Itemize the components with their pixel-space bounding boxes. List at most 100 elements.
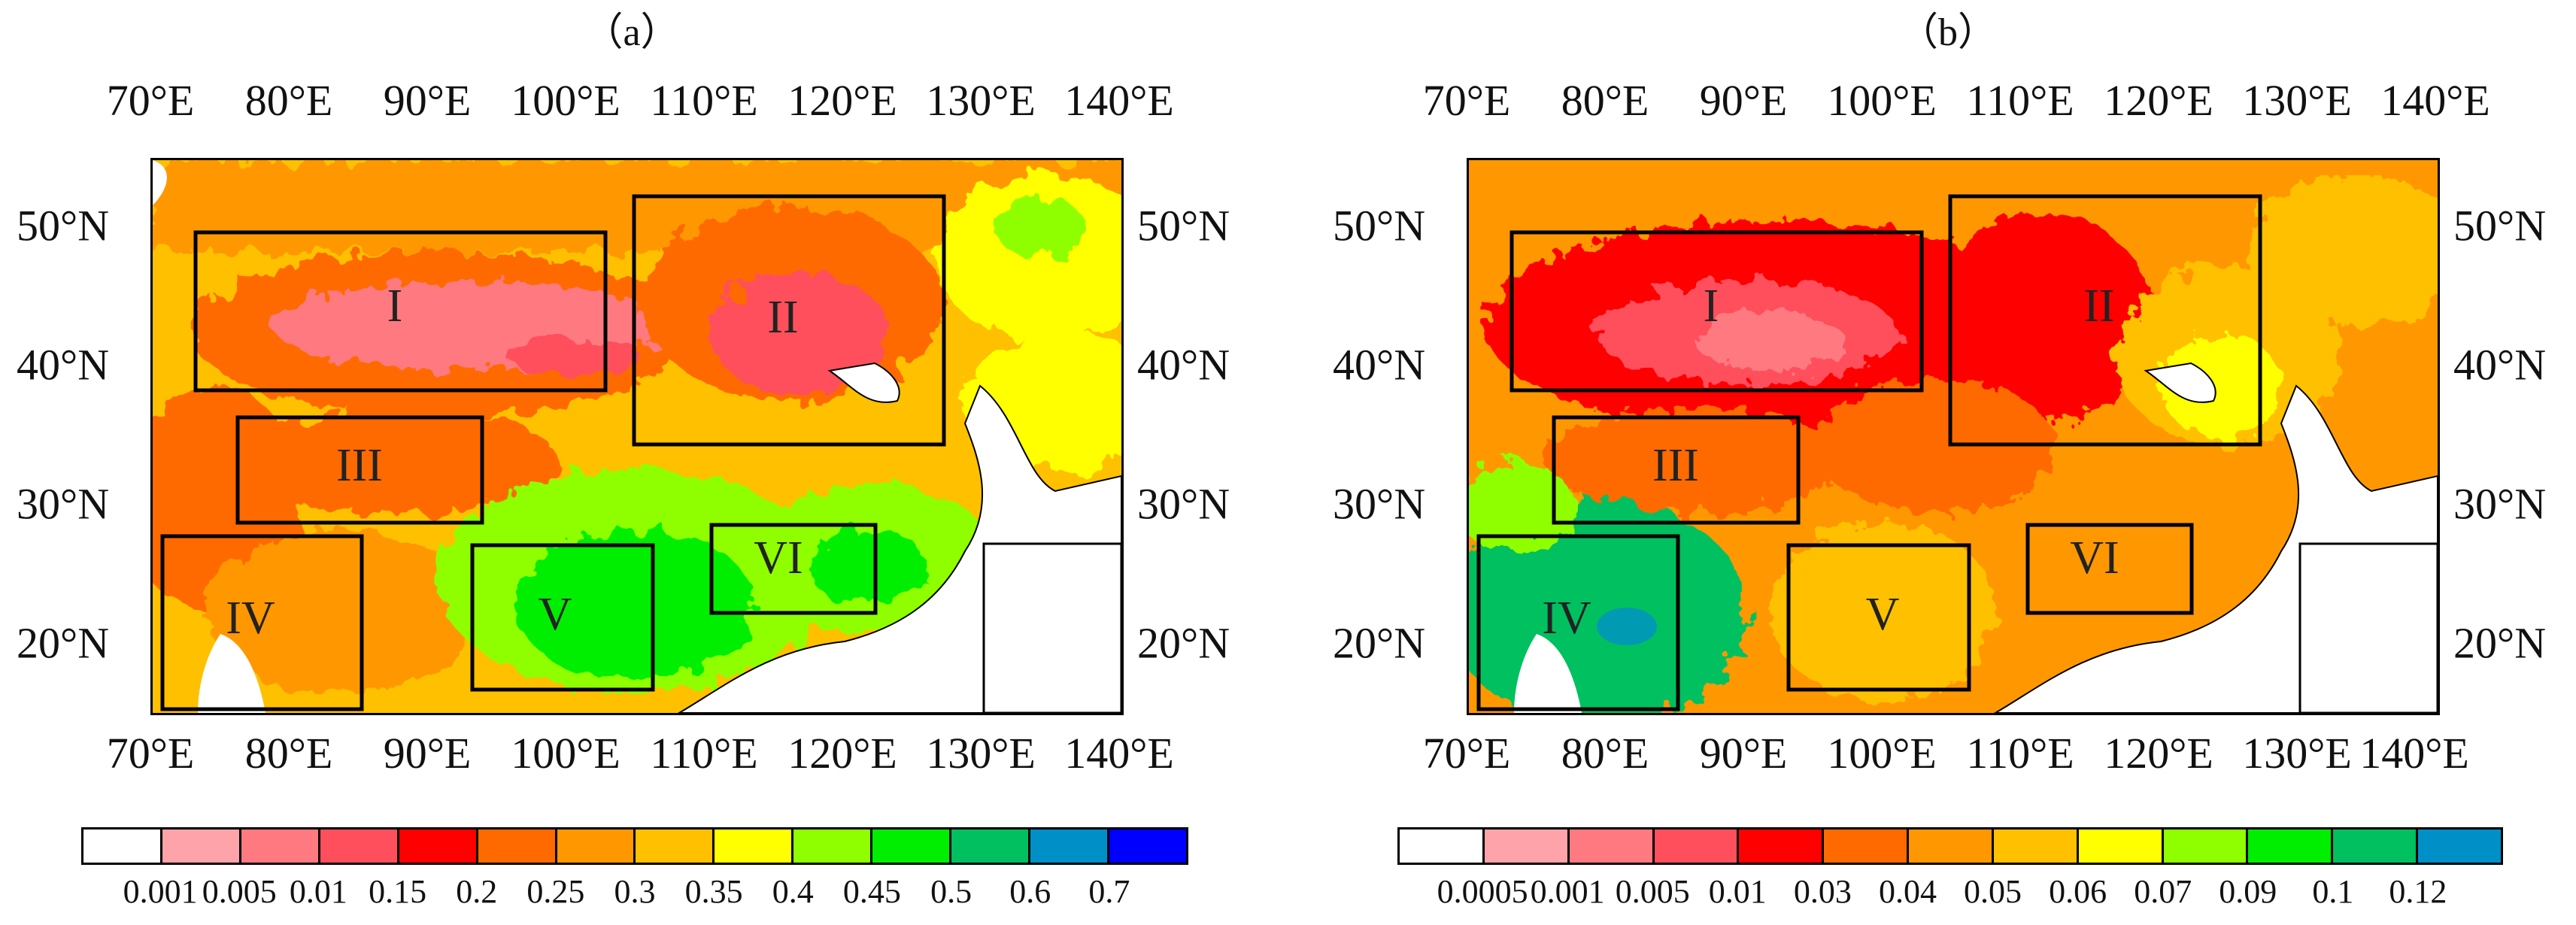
panel-a-region-box-2 <box>632 194 946 447</box>
panel-a-map: I II III IV V VI <box>150 158 1124 715</box>
colorbar-cell <box>83 829 162 863</box>
panel-a-lon-bottom-140: 140°E <box>1064 729 1174 778</box>
panel-a-lat-left-40: 40°N <box>17 340 110 390</box>
colorbar-cell <box>2163 829 2249 863</box>
panel-a-lon-top-130: 130°E <box>926 76 1036 125</box>
panel-b-region-box-4 <box>1476 534 1680 711</box>
colorbar-cell <box>872 829 952 863</box>
colorbar-tick-label: 0.005 <box>202 873 277 910</box>
colorbar-cell <box>2078 829 2164 863</box>
panel-b-lat-left-40: 40°N <box>1333 340 1426 390</box>
panel-a-colorbar <box>81 827 1188 865</box>
panel-b-region-label-1: I <box>1704 281 1719 332</box>
panel-b-lon-top-140: 140°E <box>2380 76 2490 125</box>
colorbar-tick-label: 0.5 <box>930 873 972 910</box>
panel-b-region-box-5 <box>1786 543 1971 692</box>
colorbar-tick-label: 0.06 <box>2049 873 2107 910</box>
panel-a-region-box-5 <box>470 543 655 692</box>
colorbar-tick-label: 0.7 <box>1088 873 1130 910</box>
panel-a-lat-right-40: 40°N <box>1137 340 1230 390</box>
colorbar-cell <box>399 829 478 863</box>
panel-b-lon-bottom-120: 120°E <box>2104 729 2213 778</box>
panel-a-lat-left-20: 20°N <box>17 618 110 668</box>
panel-a-region-label-2: II <box>767 292 798 343</box>
panel-a-lon-top-110: 110°E <box>650 76 758 125</box>
panel-a-region-box-4 <box>160 534 364 711</box>
panel-b-lon-top-70: 70°E <box>1422 76 1511 125</box>
panel-a-title: （a） <box>584 11 680 54</box>
colorbar-cell <box>1569 829 1655 863</box>
panel-a-lon-top-120: 120°E <box>787 76 897 125</box>
panel-b-lat-left-50: 50°N <box>1333 201 1426 250</box>
panel-b-lat-left-30: 30°N <box>1333 479 1426 529</box>
panel-a-region-label-6: VI <box>754 532 803 584</box>
colorbar-tick-label: 0.01 <box>1708 873 1767 910</box>
colorbar-tick-label: 0.01 <box>289 873 347 910</box>
colorbar-cell <box>557 829 636 863</box>
panel-a-lon-bottom-120: 120°E <box>787 729 897 778</box>
panel-a-region-label-4: IV <box>226 593 275 644</box>
colorbar-cell <box>1993 829 2079 863</box>
panel-b-lat-right-20: 20°N <box>2453 618 2547 668</box>
panel-b-lon-bottom-90: 90°E <box>1699 729 1788 778</box>
colorbar-cell <box>1030 829 1109 863</box>
panel-a-lat-right-20: 20°N <box>1137 618 1230 668</box>
panel-b-region-label-2: II <box>2083 281 2114 332</box>
colorbar-cell <box>1400 829 1485 863</box>
panel-a-lon-bottom-90: 90°E <box>383 729 472 778</box>
panel-b-lon-bottom-80: 80°E <box>1561 729 1649 778</box>
colorbar-tick-label: 0.001 <box>123 873 198 910</box>
panel-b-region-label-4: IV <box>1542 593 1591 644</box>
panel-b-lon-bottom-130: 130°E <box>2242 729 2352 778</box>
colorbar-tick-label: 0.35 <box>684 873 743 910</box>
panel-a-region-box-1 <box>193 230 608 393</box>
colorbar-cell <box>241 829 320 863</box>
colorbar-cell <box>793 829 873 863</box>
panel-a-lon-top-70: 70°E <box>106 76 195 125</box>
colorbar-tick-label: 0.03 <box>1793 873 1852 910</box>
colorbar-cell <box>951 829 1031 863</box>
colorbar-tick-label: 0.12 <box>2389 873 2447 910</box>
panel-a-lat-right-50: 50°N <box>1137 201 1230 250</box>
panel-a-lat-left-30: 30°N <box>17 479 110 529</box>
panel-b-lon-top-90: 90°E <box>1699 76 1788 125</box>
panel-b-title: （b） <box>1898 11 1997 54</box>
panel-a-region-label-3: III <box>336 440 383 491</box>
panel-b-region-box-3 <box>1552 415 1801 525</box>
colorbar-tick-label: 0.07 <box>2134 873 2192 910</box>
panel-b-lon-top-130: 130°E <box>2242 76 2352 125</box>
panel-a-lon-top-140: 140°E <box>1064 76 1174 125</box>
panel-a-lat-right-30: 30°N <box>1137 479 1230 529</box>
colorbar-tick-label: 0.04 <box>1878 873 1937 910</box>
panel-a-lon-bottom-70: 70°E <box>106 729 195 778</box>
panel-b-lon-top-80: 80°E <box>1561 76 1649 125</box>
colorbar-cell <box>715 829 794 863</box>
panel-b-lon-bottom-140: 140°E <box>2359 729 2469 778</box>
panel-b-map: I II III IV V VI <box>1467 158 2440 715</box>
panel-b-lat-right-50: 50°N <box>2453 201 2547 250</box>
colorbar-tick-label: 0.15 <box>369 873 427 910</box>
panel-a-region-label-1: I <box>387 281 403 332</box>
colorbar-cell <box>320 829 399 863</box>
panel-a-lon-top-80: 80°E <box>244 76 333 125</box>
colorbar-cell <box>1824 829 1910 863</box>
panel-b-region-label-6: VI <box>2070 532 2119 584</box>
panel-b-lat-left-20: 20°N <box>1333 618 1426 668</box>
panel-b-region-label-5: V <box>1866 589 1900 640</box>
colorbar-cell <box>1739 829 1825 863</box>
panel-b-region-box-2 <box>1948 194 2262 447</box>
colorbar-tick-label: 0.45 <box>842 873 901 910</box>
colorbar-tick-label: 0.25 <box>526 873 585 910</box>
colorbar-cell <box>1109 829 1186 863</box>
panel-b-lon-top-110: 110°E <box>1966 76 2074 125</box>
colorbar-tick-label: 0.6 <box>1009 873 1051 910</box>
colorbar-cell <box>636 829 715 863</box>
colorbar-tick-label: 0.3 <box>614 873 656 910</box>
colorbar-tick-label: 0.2 <box>456 873 498 910</box>
panel-b-lon-top-100: 100°E <box>1827 76 1937 125</box>
panel-a-lon-top-100: 100°E <box>511 76 620 125</box>
panel-b-region-box-6 <box>2025 523 2194 615</box>
panel-a-region-label-5: V <box>539 589 572 640</box>
panel-a-region-box-3 <box>235 415 484 525</box>
colorbar-tick-label: 0.0005 <box>1437 873 1528 910</box>
